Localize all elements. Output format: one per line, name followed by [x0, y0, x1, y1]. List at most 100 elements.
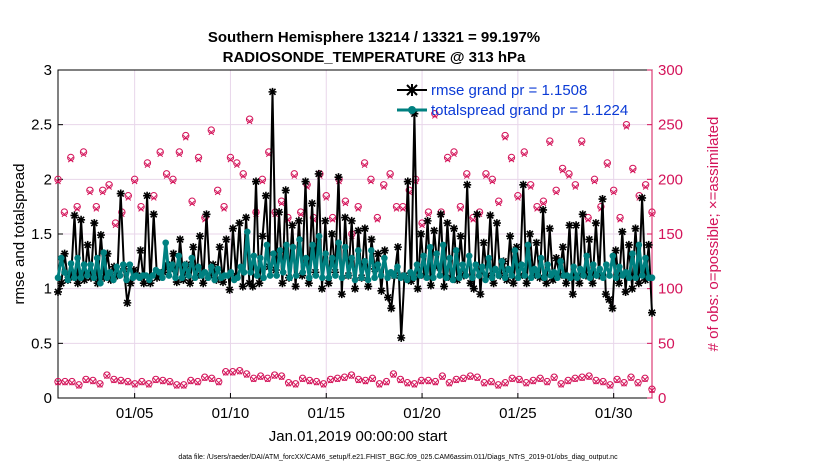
obs-possible-marker-low	[312, 377, 321, 386]
rmse-point	[281, 186, 290, 195]
totalspread-point	[394, 263, 401, 271]
obs-possible-marker-low	[613, 375, 621, 384]
obs-possible-marker-low	[648, 385, 656, 393]
totalspread-point	[299, 268, 307, 276]
totalspread-point	[90, 274, 98, 282]
obs-possible-marker-high	[143, 159, 152, 167]
obs-assimilated-marker-high	[534, 205, 540, 212]
totalspread-point	[492, 265, 499, 273]
legend-spread-label: totalspread grand pr = 1.1224	[431, 102, 628, 119]
rmse-point	[615, 279, 623, 288]
obs-assimilated-marker-high	[278, 200, 285, 207]
y-tick-right-label: 250	[658, 117, 683, 134]
rmse-point	[387, 304, 396, 313]
totalspread-point	[84, 272, 91, 279]
totalspread-point	[449, 276, 457, 284]
obs-assimilated-marker-low	[278, 374, 285, 381]
rmse-point	[374, 249, 383, 258]
totalspread-point	[416, 272, 424, 279]
obs-possible-marker-high	[641, 181, 650, 189]
rmse-point	[172, 278, 181, 287]
rmse-point	[278, 279, 287, 288]
obs-possible-marker-low	[466, 372, 475, 380]
obs-assimilated-marker-high	[157, 151, 164, 158]
obs-assimilated-marker-low	[397, 377, 404, 384]
rmse-point	[123, 298, 132, 307]
obs-assimilated-marker-high	[131, 178, 138, 185]
obs-assimilated-marker-low	[145, 382, 152, 388]
totalspread-point	[495, 272, 502, 279]
obs-assimilated-marker-high	[527, 184, 534, 190]
obs-possible-marker-high	[245, 115, 254, 123]
obs-assimilated-marker-low	[614, 377, 620, 384]
totalspread-point	[172, 274, 179, 282]
obs-assimilated-marker-low	[439, 374, 446, 381]
legend-rmse-marker	[406, 84, 418, 96]
totalspread-point	[188, 254, 196, 262]
obs-possible-marker-high	[616, 213, 624, 222]
totalspread-point	[263, 241, 271, 249]
rmse-point	[70, 211, 79, 220]
totalspread-point	[413, 261, 421, 268]
rmse-point	[245, 279, 254, 288]
obs-assimilated-marker-low	[593, 378, 599, 385]
obs-possible-marker-high	[354, 202, 362, 211]
obs-assimilated-marker-high	[642, 184, 649, 190]
rmse-point	[146, 279, 155, 288]
totalspread-point	[482, 276, 489, 284]
obs-assimilated-marker-low	[152, 377, 159, 384]
obs-possible-marker-low	[159, 376, 167, 385]
rmse-point	[298, 271, 307, 280]
totalspread-point	[524, 241, 532, 249]
totalspread-point	[567, 274, 574, 282]
obs-possible-marker-low	[620, 378, 628, 387]
obs-assimilated-marker-low	[530, 378, 537, 385]
y-axis-right-label: # of obs: o=possible; ×=assimilated	[705, 117, 722, 352]
rmse-point	[96, 231, 105, 240]
obs-assimilated-marker-low	[453, 377, 460, 384]
totalspread-point	[456, 274, 463, 282]
rmse-point	[618, 227, 627, 236]
obs-possible-marker-low	[54, 377, 62, 386]
obs-possible-marker-high	[207, 126, 215, 134]
totalspread-point	[599, 274, 607, 282]
obs-possible-marker-high	[558, 164, 567, 173]
totalspread-point	[201, 268, 209, 276]
obs-assimilated-marker-low	[551, 375, 558, 382]
totalspread-point	[227, 268, 235, 276]
y-tick-right-label: 0	[658, 390, 666, 407]
totalspread-point	[534, 272, 542, 279]
obs-possible-marker-low	[564, 376, 572, 385]
obs-possible-marker-low	[361, 376, 370, 385]
obs-possible-marker-high	[482, 170, 490, 178]
obs-assimilated-marker-low	[495, 383, 502, 389]
rmse-point	[238, 282, 247, 291]
obs-possible-marker-high	[60, 208, 69, 216]
obs-possible-marker-high	[603, 159, 611, 167]
rmse-point	[291, 282, 300, 291]
rmse-point	[327, 230, 336, 238]
rmse-point	[314, 169, 323, 178]
obs-possible-marker-low	[166, 377, 174, 386]
rmse-point	[304, 279, 313, 288]
obs-assimilated-marker-low	[90, 378, 96, 385]
obs-possible-marker-high	[213, 186, 222, 194]
obs-assimilated-marker-low	[55, 379, 61, 386]
obs-possible-marker-low	[585, 372, 593, 380]
obs-assimilated-marker-high	[221, 205, 227, 212]
obs-assimilated-marker-low	[334, 376, 341, 383]
totalspread-point	[589, 261, 597, 268]
obs-assimilated-marker-low	[292, 382, 299, 388]
rmse-point	[324, 279, 333, 288]
totalspread-point	[292, 272, 300, 279]
y-tick-left-label: 2	[44, 171, 52, 188]
footnote: data file: /Users/raeder/DAI/ATM_forcXX/…	[178, 454, 618, 461]
obs-assimilated-marker-high	[214, 189, 221, 196]
rmse-point	[149, 210, 158, 219]
totalspread-point	[319, 274, 326, 282]
obs-possible-marker-high	[565, 170, 573, 178]
totalspread-point	[126, 261, 134, 268]
obs-possible-marker-low	[305, 376, 314, 385]
rmse-point	[420, 271, 429, 280]
